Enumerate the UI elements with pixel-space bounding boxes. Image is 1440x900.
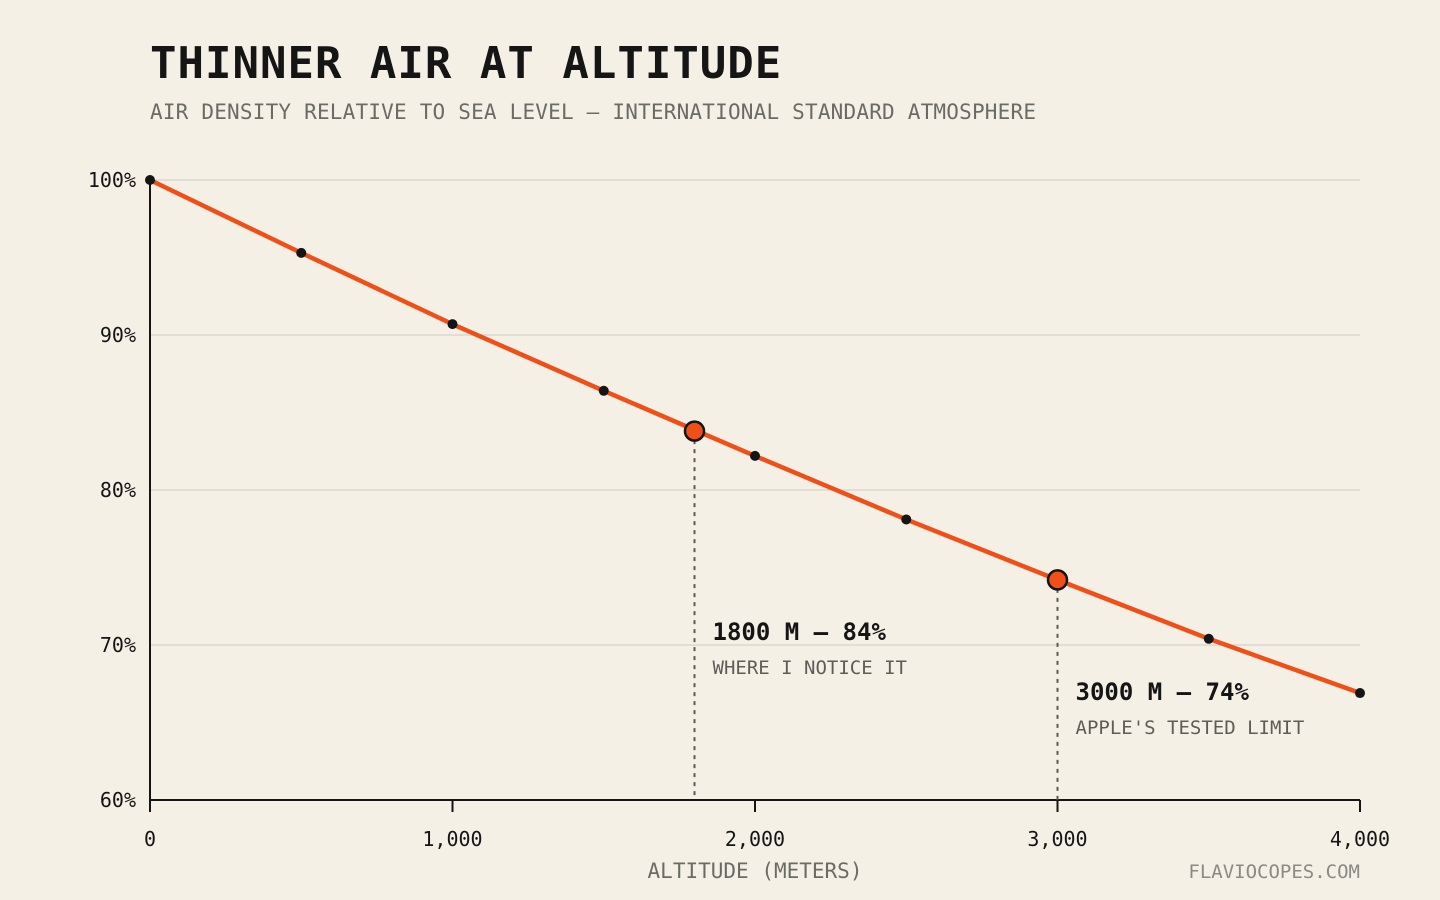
source-credit: FLAVIOCOPES.COM <box>1188 861 1360 883</box>
highlight-label: 1800 M — 84% <box>713 618 887 646</box>
highlight-marker <box>1046 569 1069 591</box>
x-tick-label: 3,000 <box>1027 827 1087 851</box>
data-point <box>1203 633 1214 644</box>
data-point <box>296 247 307 258</box>
x-tick-label: 2,000 <box>725 827 785 851</box>
y-tick-label: 70% <box>100 633 136 657</box>
chart-subtitle: AIR DENSITY RELATIVE TO SEA LEVEL — INTE… <box>150 100 1037 124</box>
tick-labels: 60% 70% 80% 90% 100% 0 1,000 2,000 3,000 4,000 <box>88 168 1390 851</box>
data-point <box>750 450 760 461</box>
y-tick-label: 90% <box>100 323 136 347</box>
highlight-sublabel: WHERE I NOTICE IT <box>713 657 907 679</box>
x-tick-label: 0 <box>144 827 156 851</box>
highlight-label: 3000 M — 74% <box>1076 678 1250 706</box>
axes <box>149 180 1361 812</box>
chart-title: THINNER AIR AT ALTITUDE <box>150 38 783 89</box>
data-point <box>145 175 155 185</box>
data-point <box>901 514 912 525</box>
data-point <box>447 319 458 330</box>
grid-lines <box>150 179 1360 646</box>
series-line <box>147 177 1363 696</box>
y-tick-label: 80% <box>100 478 136 502</box>
highlight-sublabel: APPLE'S TESTED LIMIT <box>1076 717 1305 739</box>
data-point <box>1355 688 1365 699</box>
annotations: 1800 M — 84% WHERE I NOTICE IT 3000 M — 74… <box>683 420 1305 739</box>
y-tick-label: 60% <box>100 788 136 812</box>
data-point <box>598 385 609 396</box>
x-tick-label: 1,000 <box>422 827 482 851</box>
x-axis-label: ALTITUDE (METERS) <box>647 859 863 883</box>
x-tick-label: 4,000 <box>1330 827 1390 851</box>
highlight-marker <box>683 420 706 442</box>
y-tick-label: 100% <box>88 168 136 192</box>
highlight-guides <box>693 431 1059 800</box>
